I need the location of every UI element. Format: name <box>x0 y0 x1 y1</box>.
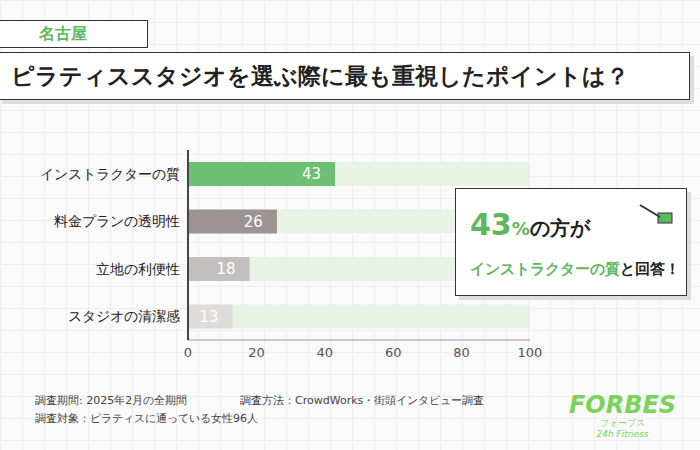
svg-text:13: 13 <box>199 308 218 326</box>
html-text:43%の方が: 43%の方が <box>470 207 590 242</box>
html-text:調査方法：CrowdWorks・街頭インタビュー調査: 調査方法：CrowdWorks・街頭インタビュー調査 <box>240 394 485 407</box>
html-text:名古屋: 名古屋 <box>39 23 87 43</box>
svg-text:80: 80 <box>453 345 470 360</box>
svg-text:0: 0 <box>184 345 192 360</box>
svg-text:43: 43 <box>302 165 321 183</box>
html-text:24h Fitness: 24h Fitness <box>596 429 649 439</box>
svg-text:100: 100 <box>518 345 543 360</box>
svg-text:26: 26 <box>244 213 263 231</box>
html-text:フォーブス: フォーブス <box>600 418 645 428</box>
svg-text:20: 20 <box>248 345 265 360</box>
svg-text:インストラクターの質: インストラクターの質 <box>40 166 180 182</box>
html-text:インストラクターの質と回答！: インストラクターの質と回答！ <box>470 260 680 278</box>
html-text:調査期間: 2025年2月の全期間: 調査期間: 2025年2月の全期間 <box>35 394 188 407</box>
svg-text:18: 18 <box>216 260 235 278</box>
svg-text:スタジオの清潔感: スタジオの清潔感 <box>68 308 180 324</box>
svg-text:60: 60 <box>385 345 402 360</box>
svg-text:40: 40 <box>317 345 334 360</box>
html-text:FORBES: FORBES <box>568 391 677 419</box>
svg-text:料金プランの透明性: 料金プランの透明性 <box>54 213 180 229</box>
html-text:ピラティススタジオを選ぶ際に最も重視したポイントは？: ピラティススタジオを選ぶ際に最も重視したポイントは？ <box>11 62 629 89</box>
html-text:調査対象：ピラティスに通っている女性96人: 調査対象：ピラティスに通っている女性96人 <box>35 412 258 425</box>
svg-text:立地の利便性: 立地の利便性 <box>96 261 180 277</box>
